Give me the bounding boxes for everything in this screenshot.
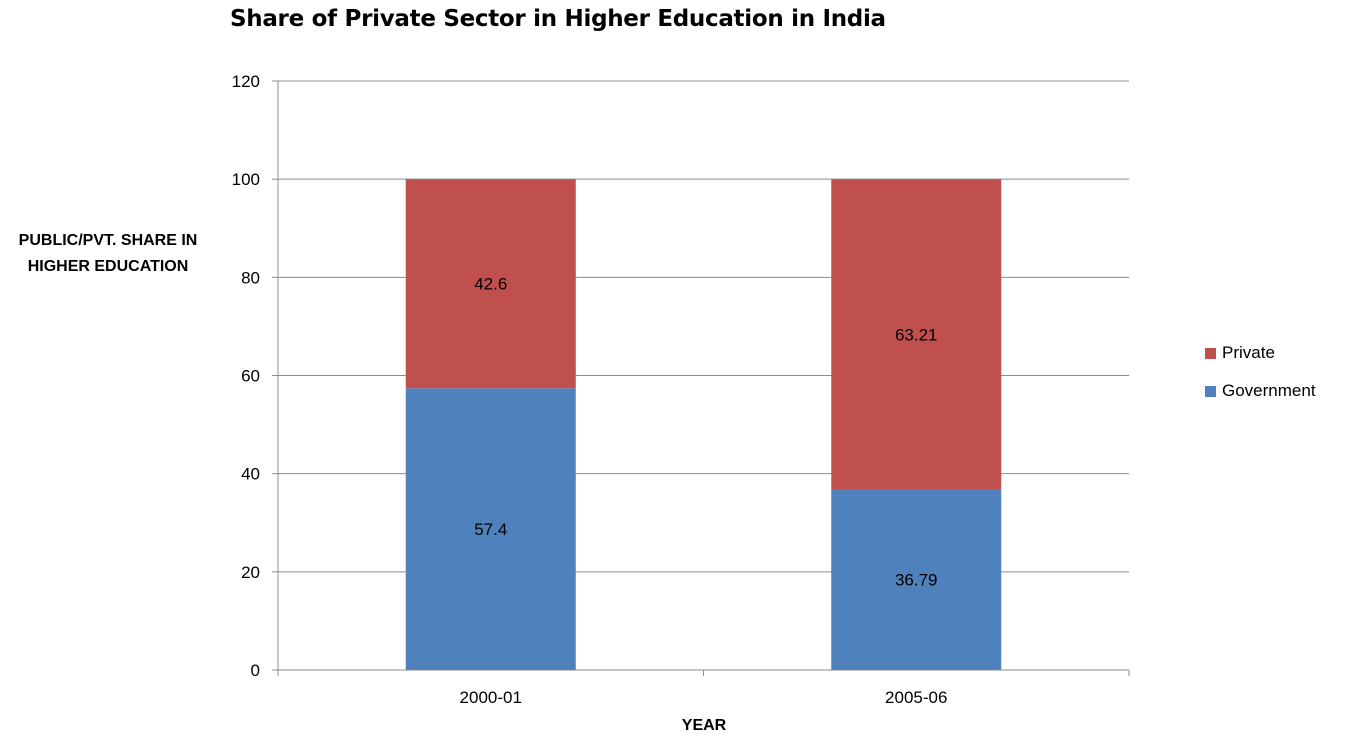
legend: Private Government (1205, 340, 1316, 416)
bar-government (405, 388, 576, 670)
legend-swatch (1205, 385, 1216, 397)
x-axis-title: YEAR (681, 717, 727, 734)
data-label: 57.4 (474, 520, 507, 539)
y-tick-label: 80 (241, 268, 260, 287)
bar-government (831, 489, 1002, 670)
legend-label: Government (1222, 381, 1316, 400)
legend-label: Private (1222, 343, 1275, 362)
y-tick-label: 40 (241, 465, 260, 484)
bar-private (831, 179, 1002, 490)
y-tick-label: 120 (232, 72, 260, 91)
legend-item-private: Private (1205, 340, 1316, 366)
data-label: 42.6 (474, 275, 507, 294)
bar-private (405, 179, 576, 389)
y-axis-title: PUBLIC/PVT. SHARE IN HIGHER EDUCATION (18, 232, 198, 275)
legend-swatch (1205, 347, 1216, 359)
y-tick-label: 20 (241, 563, 260, 582)
y-tick-label: 0 (251, 661, 260, 680)
x-tick-label: 2005-06 (885, 688, 947, 707)
data-label: 63.21 (895, 325, 938, 344)
y-tick-label: 100 (232, 170, 260, 189)
legend-item-government: Government (1205, 378, 1316, 404)
y-tick-label: 60 (241, 367, 260, 386)
data-label: 36.79 (895, 571, 938, 590)
chart-title: Share of Private Sector in Higher Educat… (230, 6, 886, 32)
x-tick-label: 2000-01 (460, 688, 522, 707)
